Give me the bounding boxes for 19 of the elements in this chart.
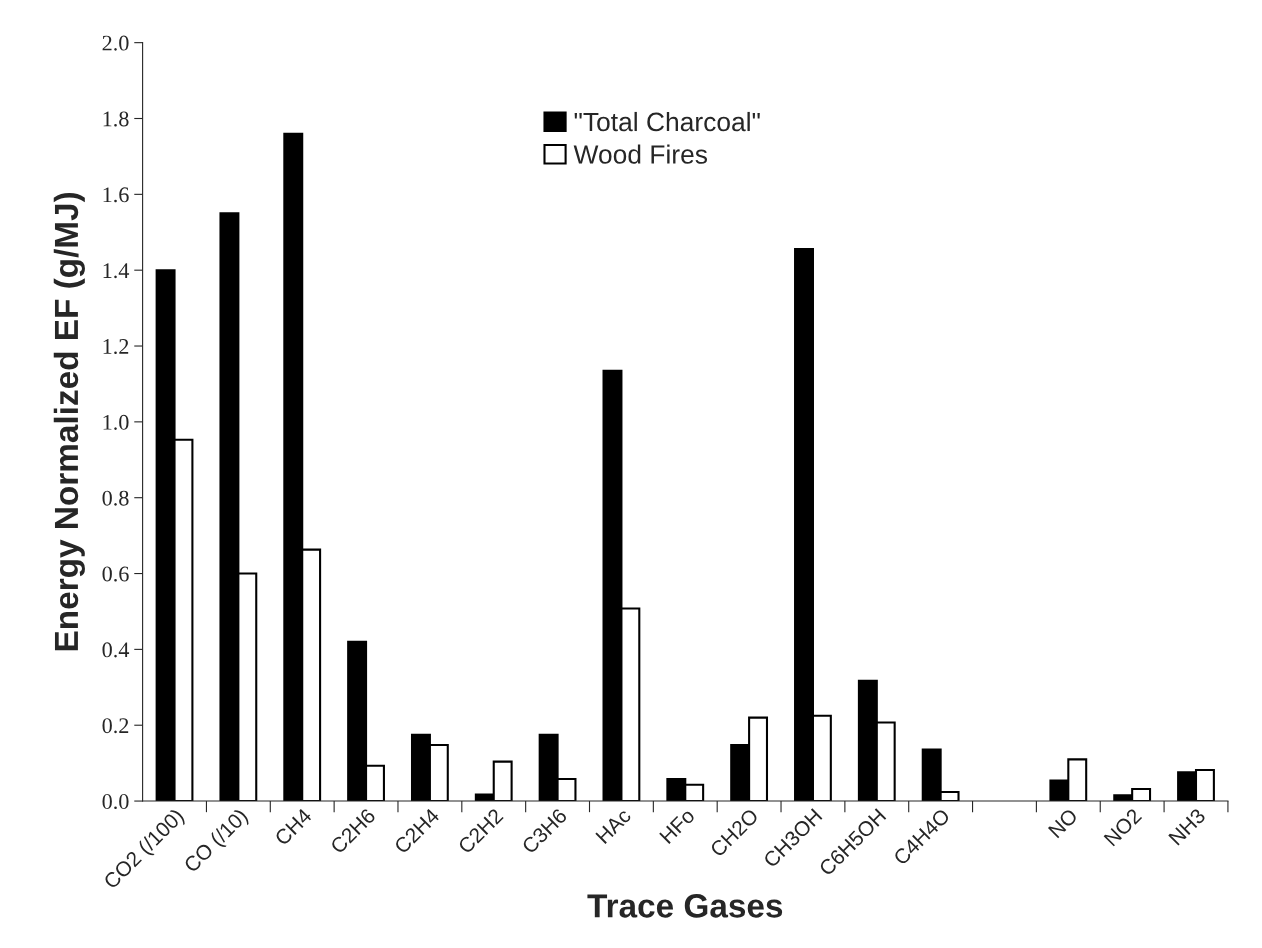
y-tick-label: 0.4 [102, 642, 130, 658]
x-tick-label: HAc [595, 807, 632, 845]
y-tick-label: 1.4 [103, 263, 130, 279]
x-tick-label: NO [1047, 807, 1079, 839]
y-tick-label: 1.2 [103, 339, 129, 355]
x-tick-label: HFo [659, 807, 696, 845]
y-tick-label: 1.8 [103, 111, 129, 127]
y-tick-label: 0.6 [102, 566, 129, 582]
y-tick-label: 0.8 [102, 490, 129, 506]
y-tick-label: 1.6 [103, 187, 129, 203]
y-tick-label: 2.0 [102, 35, 129, 51]
y-tick-label: 0.2 [102, 718, 129, 734]
x-axis-title: Trace Gases [587, 894, 783, 918]
legend-label: Wood Fires [573, 144, 708, 164]
y-axis-title: Energy Normalized EF (g/MJ) [53, 192, 85, 651]
x-tick-label: CH4 [273, 807, 313, 847]
y-tick-label: 0.0 [102, 793, 129, 810]
y-tick-label: 1.0 [103, 414, 129, 430]
legend-label: "Total Charcoal" [574, 111, 760, 132]
